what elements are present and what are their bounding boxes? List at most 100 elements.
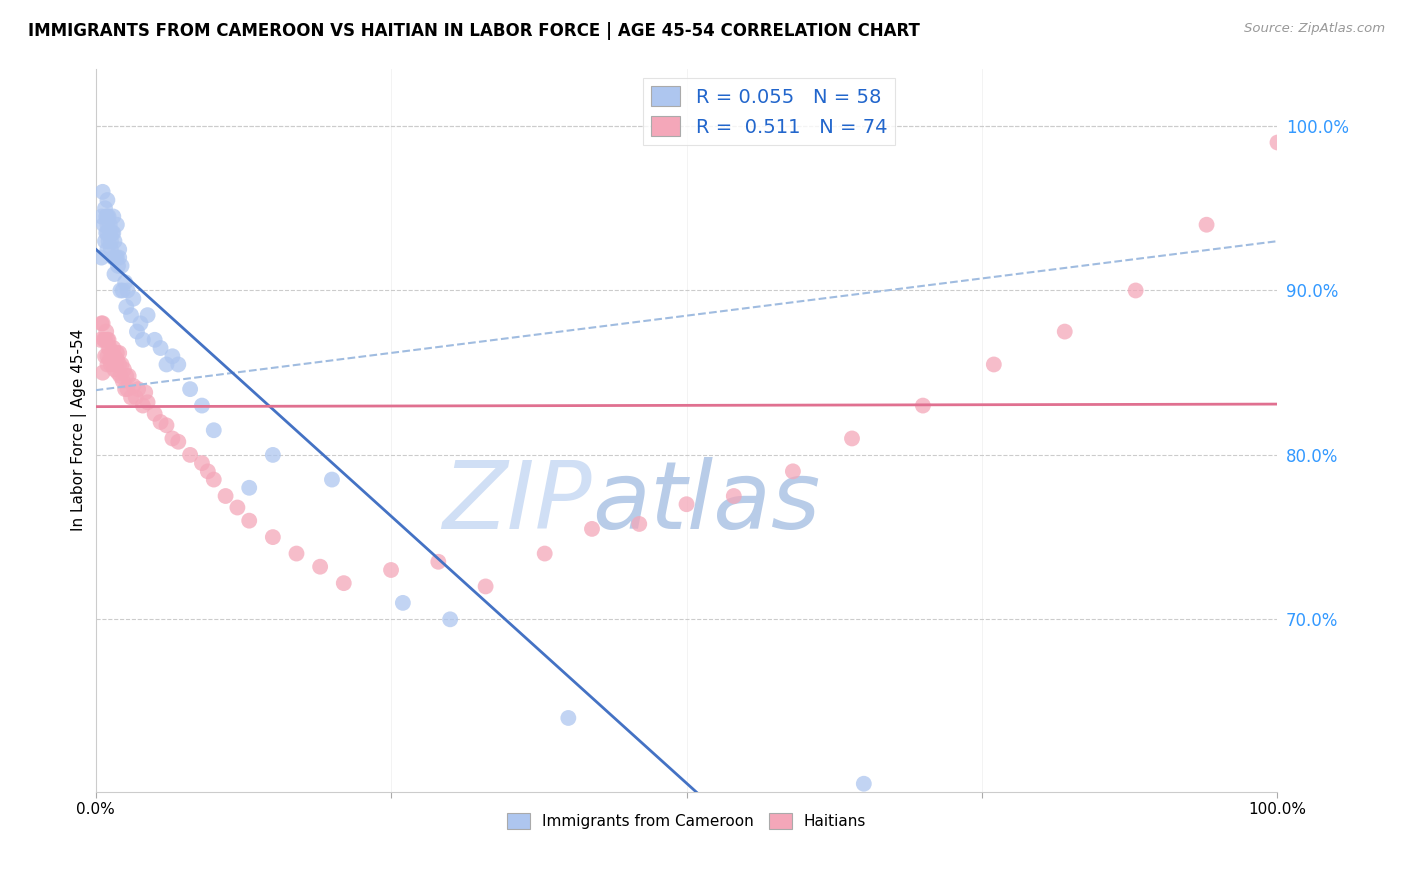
Point — [114, 382, 136, 396]
Point — [120, 308, 142, 322]
Point — [118, 369, 141, 384]
Point — [474, 579, 496, 593]
Point — [852, 777, 875, 791]
Point — [1195, 218, 1218, 232]
Point — [93, 333, 115, 347]
Point — [202, 423, 225, 437]
Point — [97, 333, 120, 347]
Point — [191, 456, 214, 470]
Point — [90, 317, 112, 331]
Point — [96, 193, 118, 207]
Point — [127, 382, 149, 396]
Point — [309, 559, 332, 574]
Point — [110, 369, 132, 384]
Point — [107, 366, 129, 380]
Point — [125, 325, 148, 339]
Point — [93, 218, 115, 232]
Point — [112, 362, 135, 376]
Point — [114, 275, 136, 289]
Point — [179, 382, 201, 396]
Point — [103, 349, 125, 363]
Point — [103, 352, 125, 367]
Point — [96, 333, 118, 347]
Point — [97, 210, 120, 224]
Point — [120, 390, 142, 404]
Point — [96, 243, 118, 257]
Text: ZIP: ZIP — [443, 457, 592, 548]
Point — [202, 473, 225, 487]
Point — [262, 530, 284, 544]
Point — [115, 369, 138, 384]
Point — [179, 448, 201, 462]
Point — [96, 325, 118, 339]
Point — [841, 432, 863, 446]
Point — [162, 432, 184, 446]
Point — [155, 418, 177, 433]
Point — [98, 352, 121, 367]
Point — [285, 547, 308, 561]
Point — [983, 358, 1005, 372]
Point — [675, 497, 697, 511]
Point — [96, 210, 118, 224]
Point — [91, 317, 114, 331]
Point — [100, 358, 122, 372]
Point — [104, 358, 127, 372]
Point — [105, 352, 128, 367]
Point — [108, 243, 131, 257]
Point — [191, 399, 214, 413]
Point — [96, 226, 118, 240]
Point — [117, 284, 139, 298]
Text: IMMIGRANTS FROM CAMEROON VS HAITIAN IN LABOR FORCE | AGE 45-54 CORRELATION CHART: IMMIGRANTS FROM CAMEROON VS HAITIAN IN L… — [28, 22, 920, 40]
Point — [98, 218, 121, 232]
Point — [89, 333, 111, 347]
Point — [104, 251, 127, 265]
Point — [238, 481, 260, 495]
Point — [197, 464, 219, 478]
Point — [439, 612, 461, 626]
Point — [94, 234, 117, 248]
Point — [122, 379, 145, 393]
Point — [110, 284, 132, 298]
Point — [103, 210, 125, 224]
Point — [98, 341, 121, 355]
Point — [101, 226, 124, 240]
Point — [134, 385, 156, 400]
Point — [103, 251, 125, 265]
Point — [238, 514, 260, 528]
Point — [108, 358, 131, 372]
Point — [110, 259, 132, 273]
Point — [103, 362, 125, 376]
Point — [96, 218, 118, 232]
Point — [105, 346, 128, 360]
Point — [581, 522, 603, 536]
Point — [94, 333, 117, 347]
Point — [115, 300, 138, 314]
Point — [149, 341, 172, 355]
Point — [132, 333, 155, 347]
Point — [782, 464, 804, 478]
Point — [98, 226, 121, 240]
Point — [162, 349, 184, 363]
Point — [103, 267, 125, 281]
Point — [101, 346, 124, 360]
Point — [105, 251, 128, 265]
Point — [321, 473, 343, 487]
Point — [557, 711, 579, 725]
Point — [427, 555, 450, 569]
Point — [226, 500, 249, 515]
Point — [132, 399, 155, 413]
Point — [533, 547, 555, 561]
Point — [155, 358, 177, 372]
Point — [111, 374, 134, 388]
Point — [380, 563, 402, 577]
Point — [107, 259, 129, 273]
Point — [167, 358, 190, 372]
Point — [96, 349, 118, 363]
Point — [91, 185, 114, 199]
Point — [96, 210, 118, 224]
Point — [1125, 284, 1147, 298]
Point — [167, 434, 190, 449]
Point — [214, 489, 236, 503]
Point — [105, 218, 128, 232]
Point — [96, 226, 118, 240]
